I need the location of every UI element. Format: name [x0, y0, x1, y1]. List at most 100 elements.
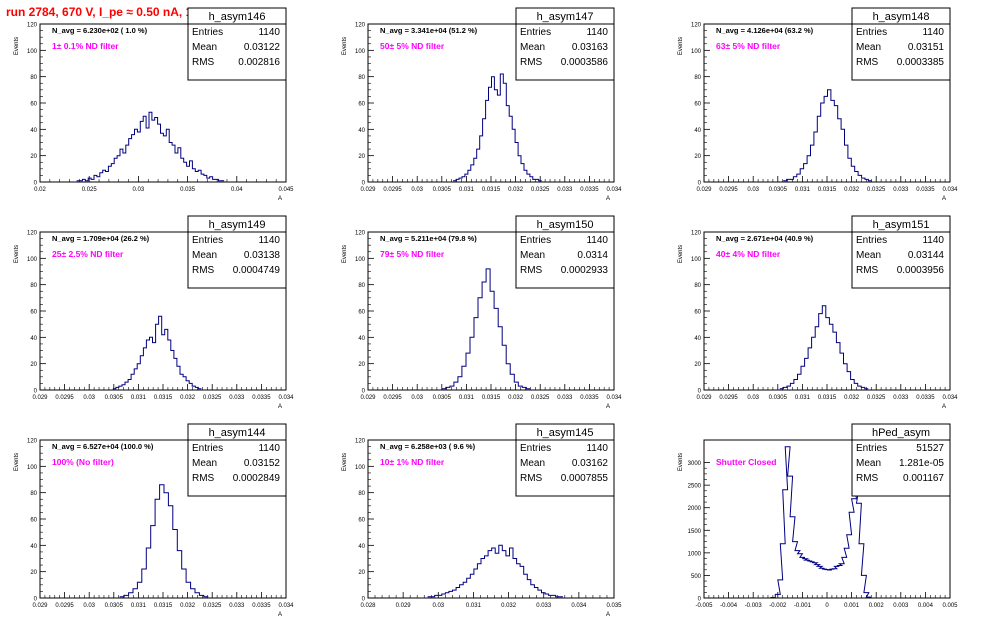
- x-tick-label: 0.0295: [719, 395, 738, 401]
- x-tick-label: 0.0295: [383, 395, 402, 401]
- histogram-line: [770, 446, 872, 598]
- y-tick-label: 20: [30, 362, 37, 368]
- x-tick-label: 0.003: [893, 603, 909, 609]
- filter-label: 100% (No filter): [52, 457, 114, 467]
- x-tick-label: 0.0305: [433, 187, 452, 193]
- navg-label: N_avg = 6.527e+04 (100.0 %): [52, 442, 154, 451]
- y-tick-label: 1500: [688, 529, 702, 535]
- y-tick-label: 3000: [688, 461, 702, 467]
- x-tick-label: -0.004: [720, 603, 738, 609]
- x-tick-label: 0.029: [32, 603, 48, 609]
- x-tick-label: 0.03: [83, 395, 95, 401]
- y-tick-label: 60: [358, 518, 365, 524]
- filter-label: Shutter Closed: [716, 457, 776, 467]
- navg-label: N_avg = 5.211e+04 (79.8 %): [380, 234, 477, 243]
- y-axis-label: Events: [14, 453, 20, 471]
- panel-h_asym146: 0 20 40 60 80 100 120 Events 0.02 0.025 0.03 0.035 0…: [14, 7, 294, 202]
- stats-box: [515, 7, 615, 81]
- filter-label: 79± 5% ND filter: [380, 249, 445, 259]
- x-tick-label: 0.0305: [105, 603, 124, 609]
- histogram-name: hPed_asym: [872, 427, 930, 439]
- x-tick-label: 0.005: [942, 603, 958, 609]
- y-tick-label: 120: [27, 439, 38, 445]
- x-tick-label: 0.001: [844, 603, 860, 609]
- x-tick-label: 0.033: [893, 187, 909, 193]
- histogram-line: [119, 484, 209, 598]
- stat-value-mean: 0.03152: [244, 458, 281, 469]
- stats-box: [515, 215, 615, 289]
- x-tick-label: 0.0315: [482, 187, 501, 193]
- y-tick-label: 60: [30, 310, 37, 316]
- stat-label-entries: Entries: [192, 27, 223, 38]
- y-tick-label: 20: [694, 154, 701, 160]
- x-tick-label: 0.033: [229, 395, 245, 401]
- filter-label: 1± 0.1% ND filter: [52, 41, 119, 51]
- histogram-line: [783, 89, 872, 182]
- x-axis-label: A: [942, 404, 946, 410]
- panel-h_asym149: 0 20 40 60 80 100 120 Events 0.029 0.0295 0.03 0.03…: [14, 215, 294, 410]
- x-tick-label: 0.0305: [433, 395, 452, 401]
- filter-label: 10± 1% ND filter: [380, 457, 445, 467]
- y-tick-label: 120: [691, 231, 702, 237]
- stat-value-mean: 0.03138: [244, 250, 281, 261]
- y-tick-label: 60: [358, 310, 365, 316]
- y-tick-label: 20: [694, 362, 701, 368]
- stat-value-mean: 0.03122: [244, 42, 281, 53]
- filter-label: 25± 2.5% ND filter: [52, 249, 124, 259]
- x-tick-label: 0.045: [278, 187, 294, 193]
- y-tick-label: 80: [694, 75, 701, 81]
- y-tick-label: 80: [358, 491, 365, 497]
- histogram-name: h_asym145: [537, 427, 594, 439]
- stat-label-mean: Mean: [520, 250, 545, 261]
- x-tick-label: 0.034: [606, 187, 622, 193]
- y-tick-label: 0: [698, 389, 702, 395]
- x-axis-label: A: [278, 404, 282, 410]
- y-tick-label: 100: [355, 465, 366, 471]
- stats-box: [851, 7, 951, 81]
- panel-h_asym151: 0 20 40 60 80 100 120 Events 0.029 0.0295 0.03 0.03…: [678, 215, 958, 410]
- stat-label-mean: Mean: [192, 458, 217, 469]
- y-axis-label: Events: [678, 453, 684, 471]
- y-tick-label: 80: [358, 283, 365, 289]
- x-tick-label: -0.002: [769, 603, 787, 609]
- x-axis-label: A: [606, 196, 610, 202]
- histogram-name: h_asym147: [537, 11, 594, 23]
- y-tick-label: 120: [691, 23, 702, 29]
- navg-label: N_avg = 3.341e+04 (51.2 %): [380, 26, 478, 35]
- stat-label-rms: RMS: [856, 57, 879, 68]
- stat-value-entries: 1140: [922, 235, 944, 246]
- y-tick-label: 2500: [688, 484, 702, 490]
- x-tick-label: 0.04: [231, 187, 243, 193]
- x-tick-label: 0.031: [795, 395, 811, 401]
- stat-label-rms: RMS: [856, 265, 879, 276]
- stat-label-entries: Entries: [192, 235, 223, 246]
- stat-value-mean: 0.03144: [908, 250, 945, 261]
- navg-label: N_avg = 2.671e+04 (40.9 %): [716, 234, 814, 243]
- stat-value-rms: 0.0002849: [233, 473, 281, 484]
- x-tick-label: -0.003: [745, 603, 763, 609]
- y-tick-label: 60: [30, 102, 37, 108]
- y-tick-label: 100: [27, 465, 38, 471]
- histogram-name: h_asym149: [209, 219, 266, 231]
- filter-label: 63± 5% ND filter: [716, 41, 781, 51]
- y-tick-label: 40: [358, 544, 365, 550]
- y-tick-label: 60: [694, 310, 701, 316]
- y-tick-label: 80: [30, 283, 37, 289]
- y-axis-label: Events: [14, 245, 20, 263]
- x-tick-label: 0.029: [360, 187, 376, 193]
- x-tick-label: 0.03: [747, 395, 759, 401]
- x-tick-label: 0.031: [131, 395, 147, 401]
- x-tick-label: 0.031: [459, 187, 475, 193]
- stat-label-mean: Mean: [520, 42, 545, 53]
- x-tick-label: 0.0335: [580, 395, 599, 401]
- x-tick-label: 0.0325: [867, 395, 886, 401]
- y-axis-label: Events: [342, 453, 348, 471]
- y-tick-label: 0: [34, 597, 38, 603]
- y-tick-label: 0: [698, 181, 702, 187]
- histogram-line: [453, 73, 542, 182]
- x-tick-label: 0.032: [844, 395, 860, 401]
- histogram-line: [112, 315, 202, 390]
- y-tick-label: 0: [362, 181, 366, 187]
- stat-label-entries: Entries: [520, 27, 551, 38]
- stat-value-entries: 51527: [916, 443, 944, 454]
